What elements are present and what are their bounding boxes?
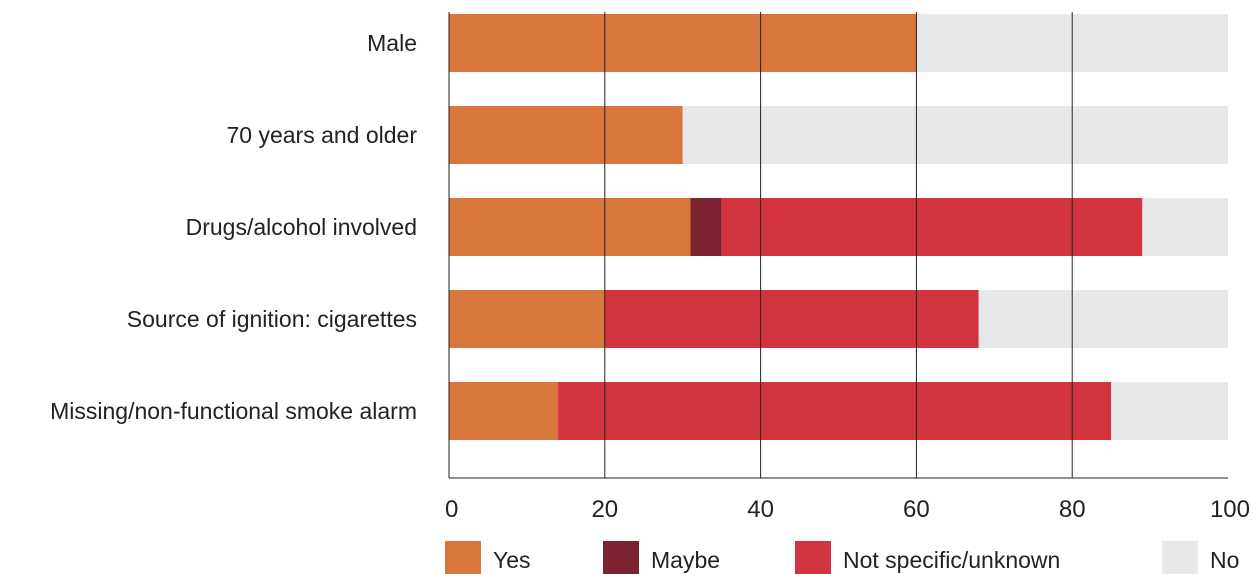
bar-segment-4-3 <box>1111 382 1228 440</box>
bar-segment-1-3 <box>682 106 1228 164</box>
bar-segment-3-2 <box>604 290 979 348</box>
bar-segment-4-0 <box>449 382 559 440</box>
bar-segment-2-0 <box>449 198 691 256</box>
x-tick-label: 80 <box>1059 496 1086 523</box>
legend: Yes Maybe Not specific/unknown No <box>445 541 1239 574</box>
bar-segment-2-1 <box>690 198 722 256</box>
x-tick-label: 100 <box>1210 496 1250 523</box>
bar-segment-1-0 <box>449 106 683 164</box>
legend-swatch <box>603 541 639 574</box>
category-labels: Male 70 years and older Drugs/alcohol invo… <box>50 30 417 424</box>
x-tick-label: 0 <box>445 496 458 523</box>
x-tick-label: 40 <box>747 496 774 523</box>
legend-label: Not specific/unknown <box>843 547 1060 573</box>
category-label: Male <box>367 30 417 56</box>
x-axis-ticks: 0 20 40 60 80 100 <box>445 496 1250 523</box>
bars-layer <box>449 14 1228 440</box>
category-label: 70 years and older <box>226 122 417 148</box>
category-label: Missing/non-functional smoke alarm <box>50 398 417 424</box>
legend-label: Maybe <box>651 547 720 573</box>
legend-swatch <box>445 541 481 574</box>
gridlines <box>448 12 1228 479</box>
category-label: Drugs/alcohol involved <box>186 214 417 240</box>
legend-swatch <box>1162 541 1198 574</box>
bar-segment-2-2 <box>721 198 1143 256</box>
legend-label: Yes <box>493 547 531 573</box>
bar-segment-2-3 <box>1142 198 1228 256</box>
bar-segment-0-0 <box>449 14 917 72</box>
bar-segment-4-2 <box>558 382 1112 440</box>
bar-segment-3-3 <box>978 290 1228 348</box>
category-label: Source of ignition: cigarettes <box>127 306 417 332</box>
x-tick-label: 20 <box>591 496 618 523</box>
x-tick-label: 60 <box>903 496 930 523</box>
bar-segment-3-0 <box>449 290 605 348</box>
legend-swatch <box>795 541 831 574</box>
legend-label: No <box>1210 547 1239 573</box>
